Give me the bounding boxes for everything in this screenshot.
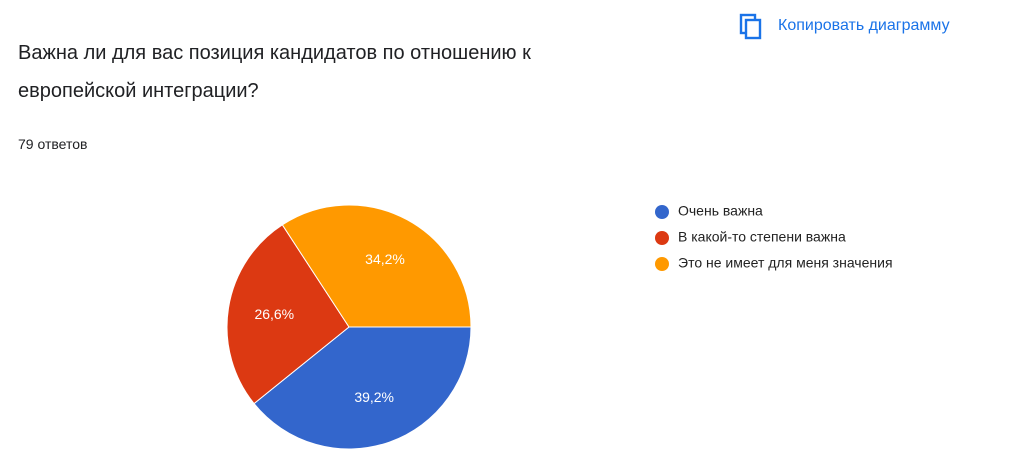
legend-label: Это не имеет для меня значения — [678, 255, 893, 271]
copy-icon — [739, 13, 762, 40]
chart-title: Важна ли для вас позиция кандидатов по о… — [18, 42, 531, 102]
pie-slice — [281, 204, 472, 328]
slice-label: 39,2% — [354, 389, 394, 405]
legend-swatch — [655, 205, 669, 219]
slice-label: 26,6% — [254, 306, 294, 322]
legend-swatch — [655, 231, 669, 245]
response-count: 79 ответов — [18, 136, 88, 152]
pie-slice — [226, 224, 350, 405]
legend-label: Очень важна — [678, 203, 763, 219]
copy-chart-button[interactable]: Копировать диаграмму — [738, 12, 950, 40]
icon-front — [744, 18, 762, 40]
copy-button-label: Копировать диаграмму — [778, 17, 950, 34]
slice-label: 34,2% — [365, 251, 405, 267]
legend-swatch — [655, 257, 669, 271]
legend-label: В какой-то степени важна — [678, 229, 846, 245]
pie-slice — [253, 326, 472, 450]
